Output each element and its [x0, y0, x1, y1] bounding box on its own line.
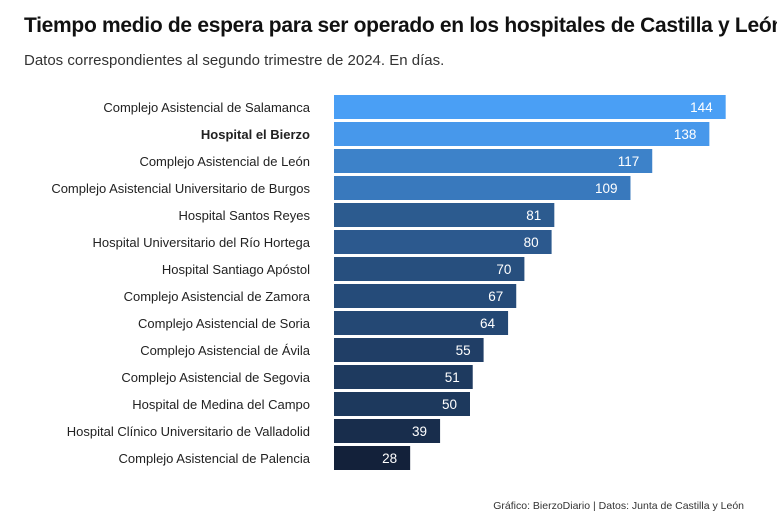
value-label: 39 [412, 424, 427, 439]
bar-row: Complejo Asistencial de León 117 [139, 149, 653, 173]
category-label: Hospital el Bierzo [201, 127, 310, 142]
value-label: 81 [526, 208, 541, 223]
chart-subtitle: Datos correspondientes al segundo trimes… [24, 52, 445, 69]
category-label: Complejo Asistencial de Palencia [119, 451, 311, 466]
category-label: Complejo Asistencial Universitario de Bu… [51, 181, 310, 196]
bar-row: Complejo Asistencial de Salamanca 144 [103, 95, 726, 119]
bar [334, 203, 555, 227]
bar-row: Complejo Asistencial de Palencia 28 [119, 446, 411, 470]
bar [334, 392, 470, 416]
bar [334, 257, 525, 281]
value-label: 28 [382, 451, 397, 466]
category-label: Complejo Asistencial de Zamora [124, 289, 311, 304]
bar-row: Complejo Asistencial de Zamora 67 [124, 284, 517, 308]
category-label: Hospital de Medina del Campo [132, 397, 310, 412]
value-label: 50 [442, 397, 457, 412]
value-label: 117 [618, 154, 640, 169]
bar [334, 338, 484, 362]
value-label: 70 [496, 262, 511, 277]
bar-row: Hospital Clínico Universitario de Vallad… [67, 419, 441, 443]
category-label: Hospital Universitario del Río Hortega [93, 235, 311, 250]
bar [334, 149, 653, 173]
value-label: 64 [480, 316, 496, 331]
category-label: Complejo Asistencial de Soria [138, 316, 311, 331]
bar [334, 176, 631, 200]
bar-row: Complejo Asistencial Universitario de Bu… [51, 176, 631, 200]
bar-row: Hospital de Medina del Campo 50 [132, 392, 470, 416]
value-label: 67 [488, 289, 503, 304]
value-label: 109 [595, 181, 618, 196]
value-label: 144 [690, 100, 713, 115]
chart-caption: Gráfico: BierzoDiario | Datos: Junta de … [493, 500, 744, 512]
value-label: 55 [456, 343, 471, 358]
category-label: Complejo Asistencial de León [139, 154, 310, 169]
bar [334, 230, 552, 254]
category-label: Hospital Clínico Universitario de Vallad… [67, 424, 310, 439]
category-label: Complejo Asistencial de Ávila [140, 343, 311, 358]
bar-row: Complejo Asistencial de Segovia 51 [121, 365, 473, 389]
category-label: Complejo Asistencial de Salamanca [103, 100, 310, 115]
category-label: Hospital Santiago Apóstol [162, 262, 310, 277]
category-label: Complejo Asistencial de Segovia [121, 370, 310, 385]
bar-row: Complejo Asistencial de Soria 64 [138, 311, 509, 335]
bar [334, 365, 473, 389]
value-label: 138 [674, 127, 697, 142]
bar-row: Hospital el Bierzo 138 [201, 122, 710, 146]
value-label: 51 [445, 370, 460, 385]
bar-row: Hospital Universitario del Río Hortega 80 [93, 230, 552, 254]
bar-row: Complejo Asistencial de Ávila 55 [140, 338, 484, 362]
bar-row: Hospital Santiago Apóstol 70 [162, 257, 525, 281]
bars-layer: Complejo Asistencial de Salamanca 144 Hosp… [51, 95, 726, 470]
value-label: 80 [524, 235, 539, 250]
bar [334, 122, 710, 146]
bar [334, 446, 411, 470]
bar [334, 95, 726, 119]
bar [334, 284, 517, 308]
category-label: Hospital Santos Reyes [178, 208, 310, 223]
chart-title: Tiempo medio de espera para ser operado … [24, 14, 777, 37]
bar [334, 311, 509, 335]
bar [334, 419, 441, 443]
bar-row: Hospital Santos Reyes 81 [178, 203, 555, 227]
